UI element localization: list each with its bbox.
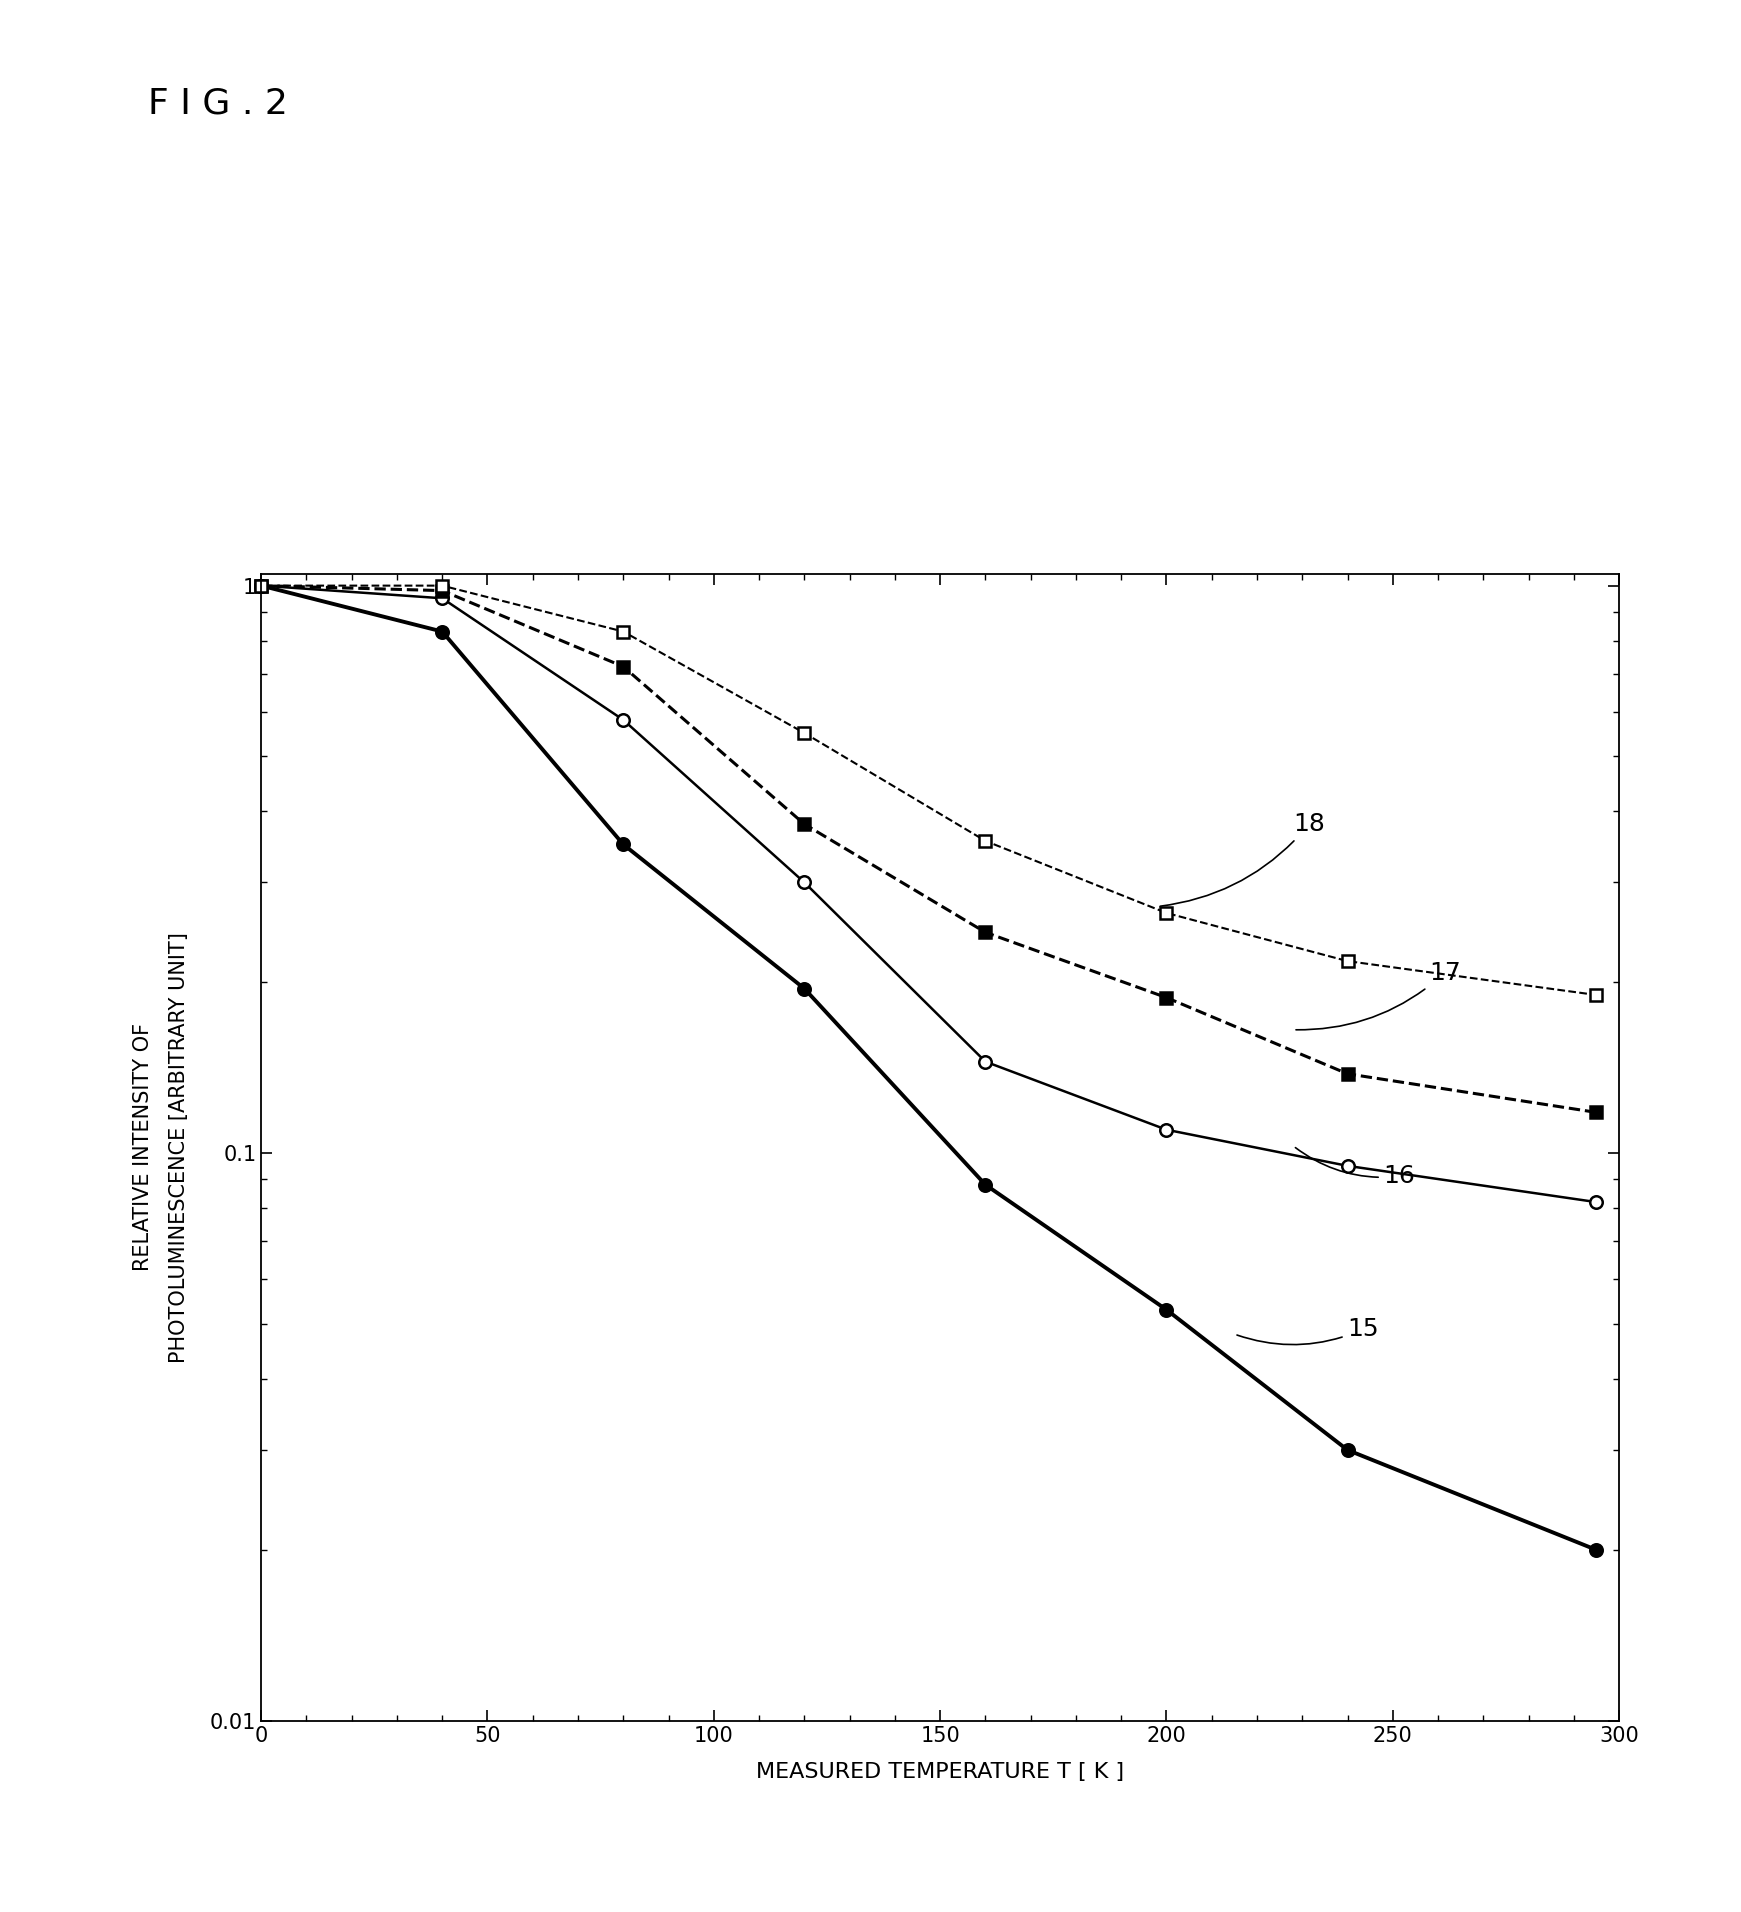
Text: 17: 17 [1295,960,1461,1031]
X-axis label: MEASURED TEMPERATURE T [ K ]: MEASURED TEMPERATURE T [ K ] [756,1763,1125,1782]
Text: 15: 15 [1238,1317,1379,1344]
Y-axis label: RELATIVE INTENSITY OF
PHOTOLUMINESCENCE [ARBITRARY UNIT]: RELATIVE INTENSITY OF PHOTOLUMINESCENCE … [132,931,190,1363]
Text: 16: 16 [1295,1147,1415,1189]
Text: F I G . 2: F I G . 2 [148,86,287,120]
Text: 18: 18 [1160,813,1325,906]
